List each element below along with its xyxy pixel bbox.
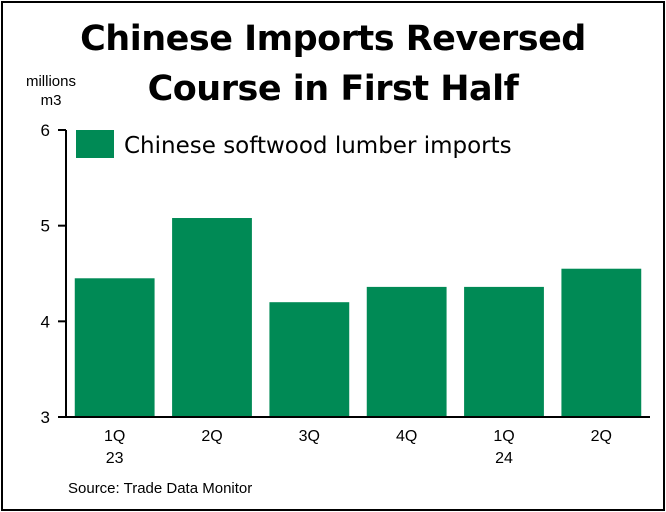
legend: Chinese softwood lumber imports — [76, 130, 512, 159]
bar — [269, 302, 350, 417]
y-tick-label: 5 — [41, 217, 50, 236]
legend-swatch — [76, 130, 114, 158]
x-tick-label: 1Q — [493, 428, 514, 445]
x-tick-label: 2Q — [201, 428, 222, 445]
x-tick-year-label: 23 — [106, 450, 124, 467]
source-note: Source: Trade Data Monitor — [68, 480, 253, 497]
y-axis-units-line-2: m3 — [40, 92, 62, 109]
y-axis-ticks: 3 4 5 6 — [41, 121, 66, 427]
bar — [561, 268, 642, 417]
bar — [172, 218, 252, 417]
chart-title: Chinese Imports Reversed Course in First… — [0, 14, 666, 114]
y-tick-label: 4 — [41, 312, 50, 331]
x-tick-label: 1Q — [104, 428, 125, 445]
x-tick-label: 4Q — [396, 428, 417, 445]
y-tick-label: 6 — [41, 121, 50, 140]
y-tick-label: 3 — [41, 408, 50, 427]
bars-group — [74, 218, 642, 417]
y-axis-units: millions m3 — [16, 72, 86, 110]
x-tick-label: 2Q — [591, 428, 612, 445]
bar — [74, 278, 155, 417]
chart-title-line-2: Course in First Half — [147, 69, 519, 109]
chart-title-line-1: Chinese Imports Reversed — [80, 19, 586, 59]
x-tick-year-label: 24 — [495, 450, 513, 467]
y-axis-units-line-1: millions — [25, 73, 76, 90]
legend-label: Chinese softwood lumber imports — [124, 133, 512, 159]
bar — [464, 286, 544, 417]
x-tick-label: 3Q — [299, 428, 320, 445]
x-axis-labels: 1Q 23 2Q 3Q 4Q 1Q 24 2Q — [104, 428, 612, 467]
bar — [366, 286, 447, 417]
